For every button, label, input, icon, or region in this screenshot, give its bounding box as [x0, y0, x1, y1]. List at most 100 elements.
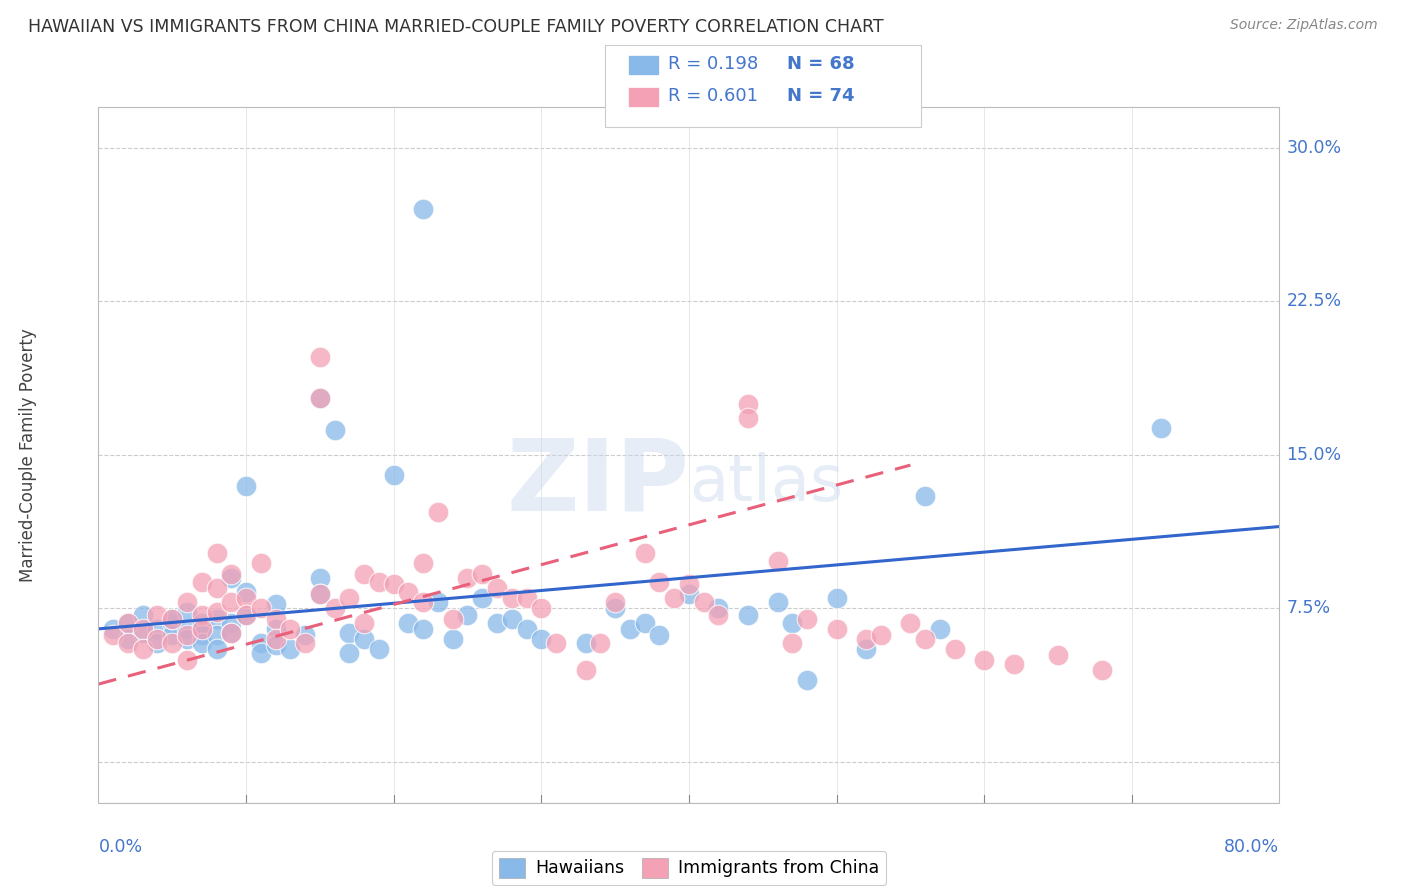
Point: [278, 622, 302, 636]
Point: [219, 571, 242, 585]
Text: 7.5%: 7.5%: [1286, 599, 1330, 617]
Point: [309, 350, 332, 364]
Point: [427, 505, 450, 519]
Text: 30.0%: 30.0%: [1286, 139, 1341, 157]
Point: [427, 595, 450, 609]
Text: atlas: atlas: [689, 451, 844, 514]
Point: [737, 397, 759, 411]
Point: [309, 391, 332, 405]
Point: [323, 423, 346, 437]
Point: [235, 585, 257, 599]
Point: [648, 574, 671, 589]
Point: [309, 587, 332, 601]
Point: [323, 601, 346, 615]
Point: [219, 566, 242, 581]
Point: [766, 595, 789, 609]
Point: [309, 587, 332, 601]
Point: [456, 571, 478, 585]
Point: [855, 642, 877, 657]
Point: [235, 591, 257, 606]
Point: [353, 566, 375, 581]
Text: 15.0%: 15.0%: [1286, 446, 1341, 464]
Point: [796, 673, 818, 687]
Point: [337, 626, 360, 640]
Point: [205, 628, 228, 642]
Point: [574, 636, 596, 650]
Point: [309, 391, 332, 405]
Point: [515, 591, 537, 606]
Point: [103, 622, 125, 636]
Point: [486, 615, 509, 630]
Point: [973, 652, 995, 666]
Point: [250, 636, 273, 650]
Text: N = 68: N = 68: [787, 55, 855, 73]
Point: [471, 591, 494, 606]
Point: [648, 628, 671, 642]
Point: [235, 607, 257, 622]
Point: [294, 636, 316, 650]
Text: N = 74: N = 74: [787, 87, 855, 105]
Point: [796, 612, 818, 626]
Point: [205, 606, 228, 620]
Point: [412, 595, 434, 609]
Point: [219, 626, 242, 640]
Point: [117, 615, 139, 630]
Point: [1046, 648, 1069, 663]
Point: [530, 632, 553, 646]
Point: [605, 595, 627, 609]
Point: [471, 566, 494, 581]
Point: [132, 626, 155, 640]
Point: [737, 411, 759, 425]
Point: [782, 636, 804, 650]
Point: [176, 606, 198, 620]
Point: [264, 612, 287, 626]
Point: [162, 612, 183, 626]
Text: Married-Couple Family Poverty: Married-Couple Family Poverty: [20, 328, 37, 582]
Point: [396, 615, 419, 630]
Point: [191, 628, 214, 642]
Text: R = 0.601: R = 0.601: [668, 87, 758, 105]
Point: [294, 628, 316, 642]
Point: [132, 622, 155, 636]
Point: [707, 607, 730, 622]
Point: [707, 601, 730, 615]
Point: [162, 615, 183, 630]
Text: ZIP: ZIP: [506, 434, 689, 532]
Point: [928, 622, 950, 636]
Point: [162, 628, 183, 642]
Point: [278, 642, 302, 657]
Point: [353, 632, 375, 646]
Point: [766, 554, 789, 568]
Point: [264, 597, 287, 611]
Point: [382, 577, 405, 591]
Point: [943, 642, 966, 657]
Point: [250, 601, 273, 615]
Point: [117, 615, 139, 630]
Point: [605, 601, 627, 615]
Text: 0.0%: 0.0%: [98, 838, 142, 856]
Point: [574, 663, 596, 677]
Point: [103, 628, 125, 642]
Point: [825, 622, 848, 636]
Point: [191, 615, 214, 630]
Text: 22.5%: 22.5%: [1286, 293, 1341, 310]
Point: [1150, 421, 1173, 435]
Text: 80.0%: 80.0%: [1225, 838, 1279, 856]
Point: [146, 607, 169, 622]
Point: [337, 591, 360, 606]
Point: [264, 622, 287, 636]
Point: [205, 612, 228, 626]
Point: [441, 632, 464, 646]
Point: [486, 581, 509, 595]
Point: [219, 595, 242, 609]
Point: [412, 622, 434, 636]
Point: [219, 626, 242, 640]
Point: [825, 591, 848, 606]
Point: [117, 632, 139, 646]
Point: [205, 581, 228, 595]
Point: [396, 585, 419, 599]
Point: [501, 612, 523, 626]
Point: [869, 628, 891, 642]
Point: [191, 574, 214, 589]
Point: [353, 615, 375, 630]
